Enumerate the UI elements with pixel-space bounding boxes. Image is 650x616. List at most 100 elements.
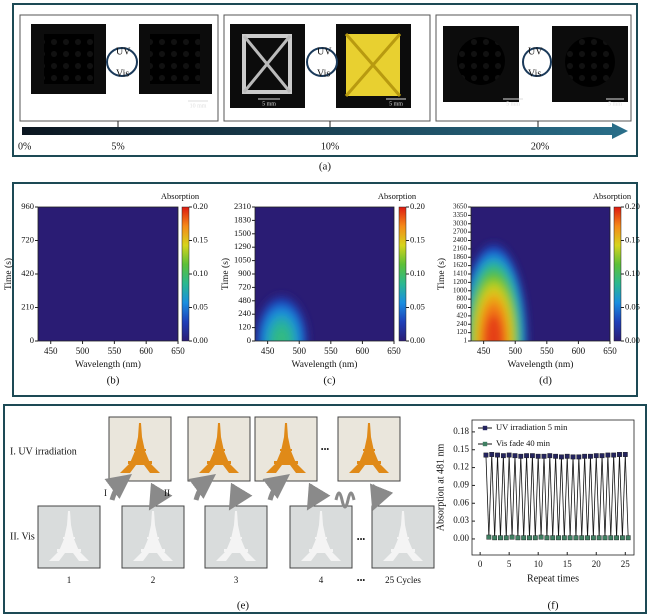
sphere <box>457 37 505 85</box>
scale-label: 5 mm <box>506 101 520 107</box>
cycle-line <box>502 455 507 538</box>
y-tick-label: 0.03 <box>453 515 469 525</box>
heatmap-blur <box>255 294 309 341</box>
sphere <box>565 37 615 87</box>
y-tick-label: 1410 <box>453 270 468 278</box>
x-tick-label: 500 <box>292 346 306 356</box>
point <box>541 453 547 459</box>
y-tick-label: 420 <box>21 268 34 278</box>
y-tick-label: 3030 <box>453 219 468 227</box>
colorbar-tick-label: 0.05 <box>410 301 425 311</box>
colorbar-label: Absorption <box>593 191 632 201</box>
concentration-arrow <box>22 123 628 139</box>
colorbar-tick-label: 0.00 <box>410 335 425 345</box>
panel-a-frame <box>12 3 638 157</box>
legend-label: UV irradiation 5 min <box>496 422 568 432</box>
vis-label: Vis <box>116 68 129 79</box>
point <box>535 453 541 459</box>
x-tick-label: 600 <box>572 346 586 356</box>
caption: (d) <box>539 375 552 387</box>
row-label: I. UV irradiation <box>10 446 77 457</box>
point <box>509 534 515 540</box>
colorbar-tick-label: 0.00 <box>625 335 640 345</box>
colorbar-label: Absorption <box>161 191 200 201</box>
panel-e: I. UV irradiation II. Vis recover ••• ••… <box>10 416 435 585</box>
heatmap-background <box>38 207 178 341</box>
cycle-line <box>526 455 530 538</box>
y-tick-label: 0 <box>247 335 251 345</box>
x-tick-label: 650 <box>171 346 185 356</box>
cycle-line <box>534 456 539 538</box>
y-axis-label: Time (s) <box>220 258 231 290</box>
point <box>524 453 529 459</box>
concentration-label: 20% <box>531 141 549 152</box>
concentration-label: 10% <box>321 141 339 152</box>
y-tick-label: 2700 <box>453 228 468 236</box>
cycle-line <box>520 456 525 538</box>
hotspot <box>274 328 289 341</box>
y-tick-label: 1290 <box>234 241 251 251</box>
x-tick-label: 650 <box>603 346 617 356</box>
step-arrow <box>228 482 253 511</box>
y-tick-label: 2400 <box>453 236 468 244</box>
cycle-line <box>587 456 591 538</box>
y-tick-label: 900 <box>238 268 251 278</box>
cycle-line <box>537 456 542 538</box>
point <box>489 452 495 457</box>
legend-label: Vis fade 40 min <box>496 438 551 448</box>
scale-label: 10 mm <box>190 103 207 109</box>
cycle-line <box>511 455 516 538</box>
point <box>532 535 538 541</box>
x-tick-label: 650 <box>387 346 401 356</box>
point <box>550 535 556 541</box>
point <box>576 454 582 460</box>
y-tick-label: 800 <box>457 295 468 303</box>
y-tick-label: 0.06 <box>453 497 469 507</box>
cycle-line <box>514 455 519 538</box>
step-arrow <box>148 482 173 511</box>
y-tick-label: 3650 <box>453 203 468 211</box>
heatmap-field <box>471 243 528 341</box>
cycle-label: 3 <box>234 575 239 585</box>
x-axis-label: Repeat times <box>527 573 579 584</box>
point <box>547 453 553 459</box>
cycle-line <box>575 456 580 538</box>
x-tick-label: 25 <box>621 559 631 569</box>
point <box>556 535 561 541</box>
caption: (c) <box>323 375 336 387</box>
cycle-line <box>549 455 554 538</box>
concentration-label: 5% <box>111 141 124 152</box>
cube-diagonal <box>242 35 292 93</box>
cycle-line <box>584 456 588 538</box>
point <box>498 535 503 541</box>
x-tick-label: 450 <box>261 346 275 356</box>
cycle-line <box>491 454 496 538</box>
point <box>529 453 535 459</box>
point <box>561 535 567 541</box>
caption: (b) <box>107 375 120 387</box>
x-tick-label: 10 <box>534 559 544 569</box>
cycle-line <box>543 456 548 538</box>
y-tick-label: 1200 <box>453 278 468 286</box>
x-tick-label: 550 <box>324 346 338 356</box>
colorbar-tick-label: 0.05 <box>193 301 208 311</box>
point <box>596 535 602 541</box>
y-tick-label: 960 <box>21 201 34 211</box>
cycle-line <box>508 455 513 538</box>
panel-a: UV Vis 10 mm UV Vis 5 mm 5 mm UV Vis 5 m… <box>18 14 632 152</box>
x-tick-label: 550 <box>540 346 554 356</box>
heatmap-blur <box>471 243 528 341</box>
caption: (e) <box>237 600 250 612</box>
cycle-line <box>485 455 490 538</box>
cycle-line <box>563 456 568 538</box>
caption: (f) <box>548 600 559 612</box>
y-axis-label: Time (s) <box>3 258 14 290</box>
y-tick-label: 2310 <box>234 201 251 211</box>
point <box>611 452 617 458</box>
hotspot <box>484 314 503 341</box>
cycle-label: 4 <box>319 575 324 585</box>
colorbar-tick-label: 0.10 <box>410 268 425 278</box>
cycle-line <box>552 456 557 538</box>
ellipsis: ••• <box>357 576 366 585</box>
